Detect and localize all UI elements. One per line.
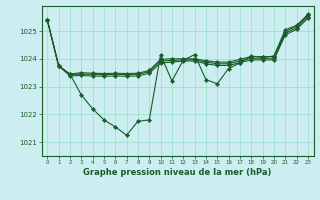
X-axis label: Graphe pression niveau de la mer (hPa): Graphe pression niveau de la mer (hPa) bbox=[84, 168, 272, 177]
